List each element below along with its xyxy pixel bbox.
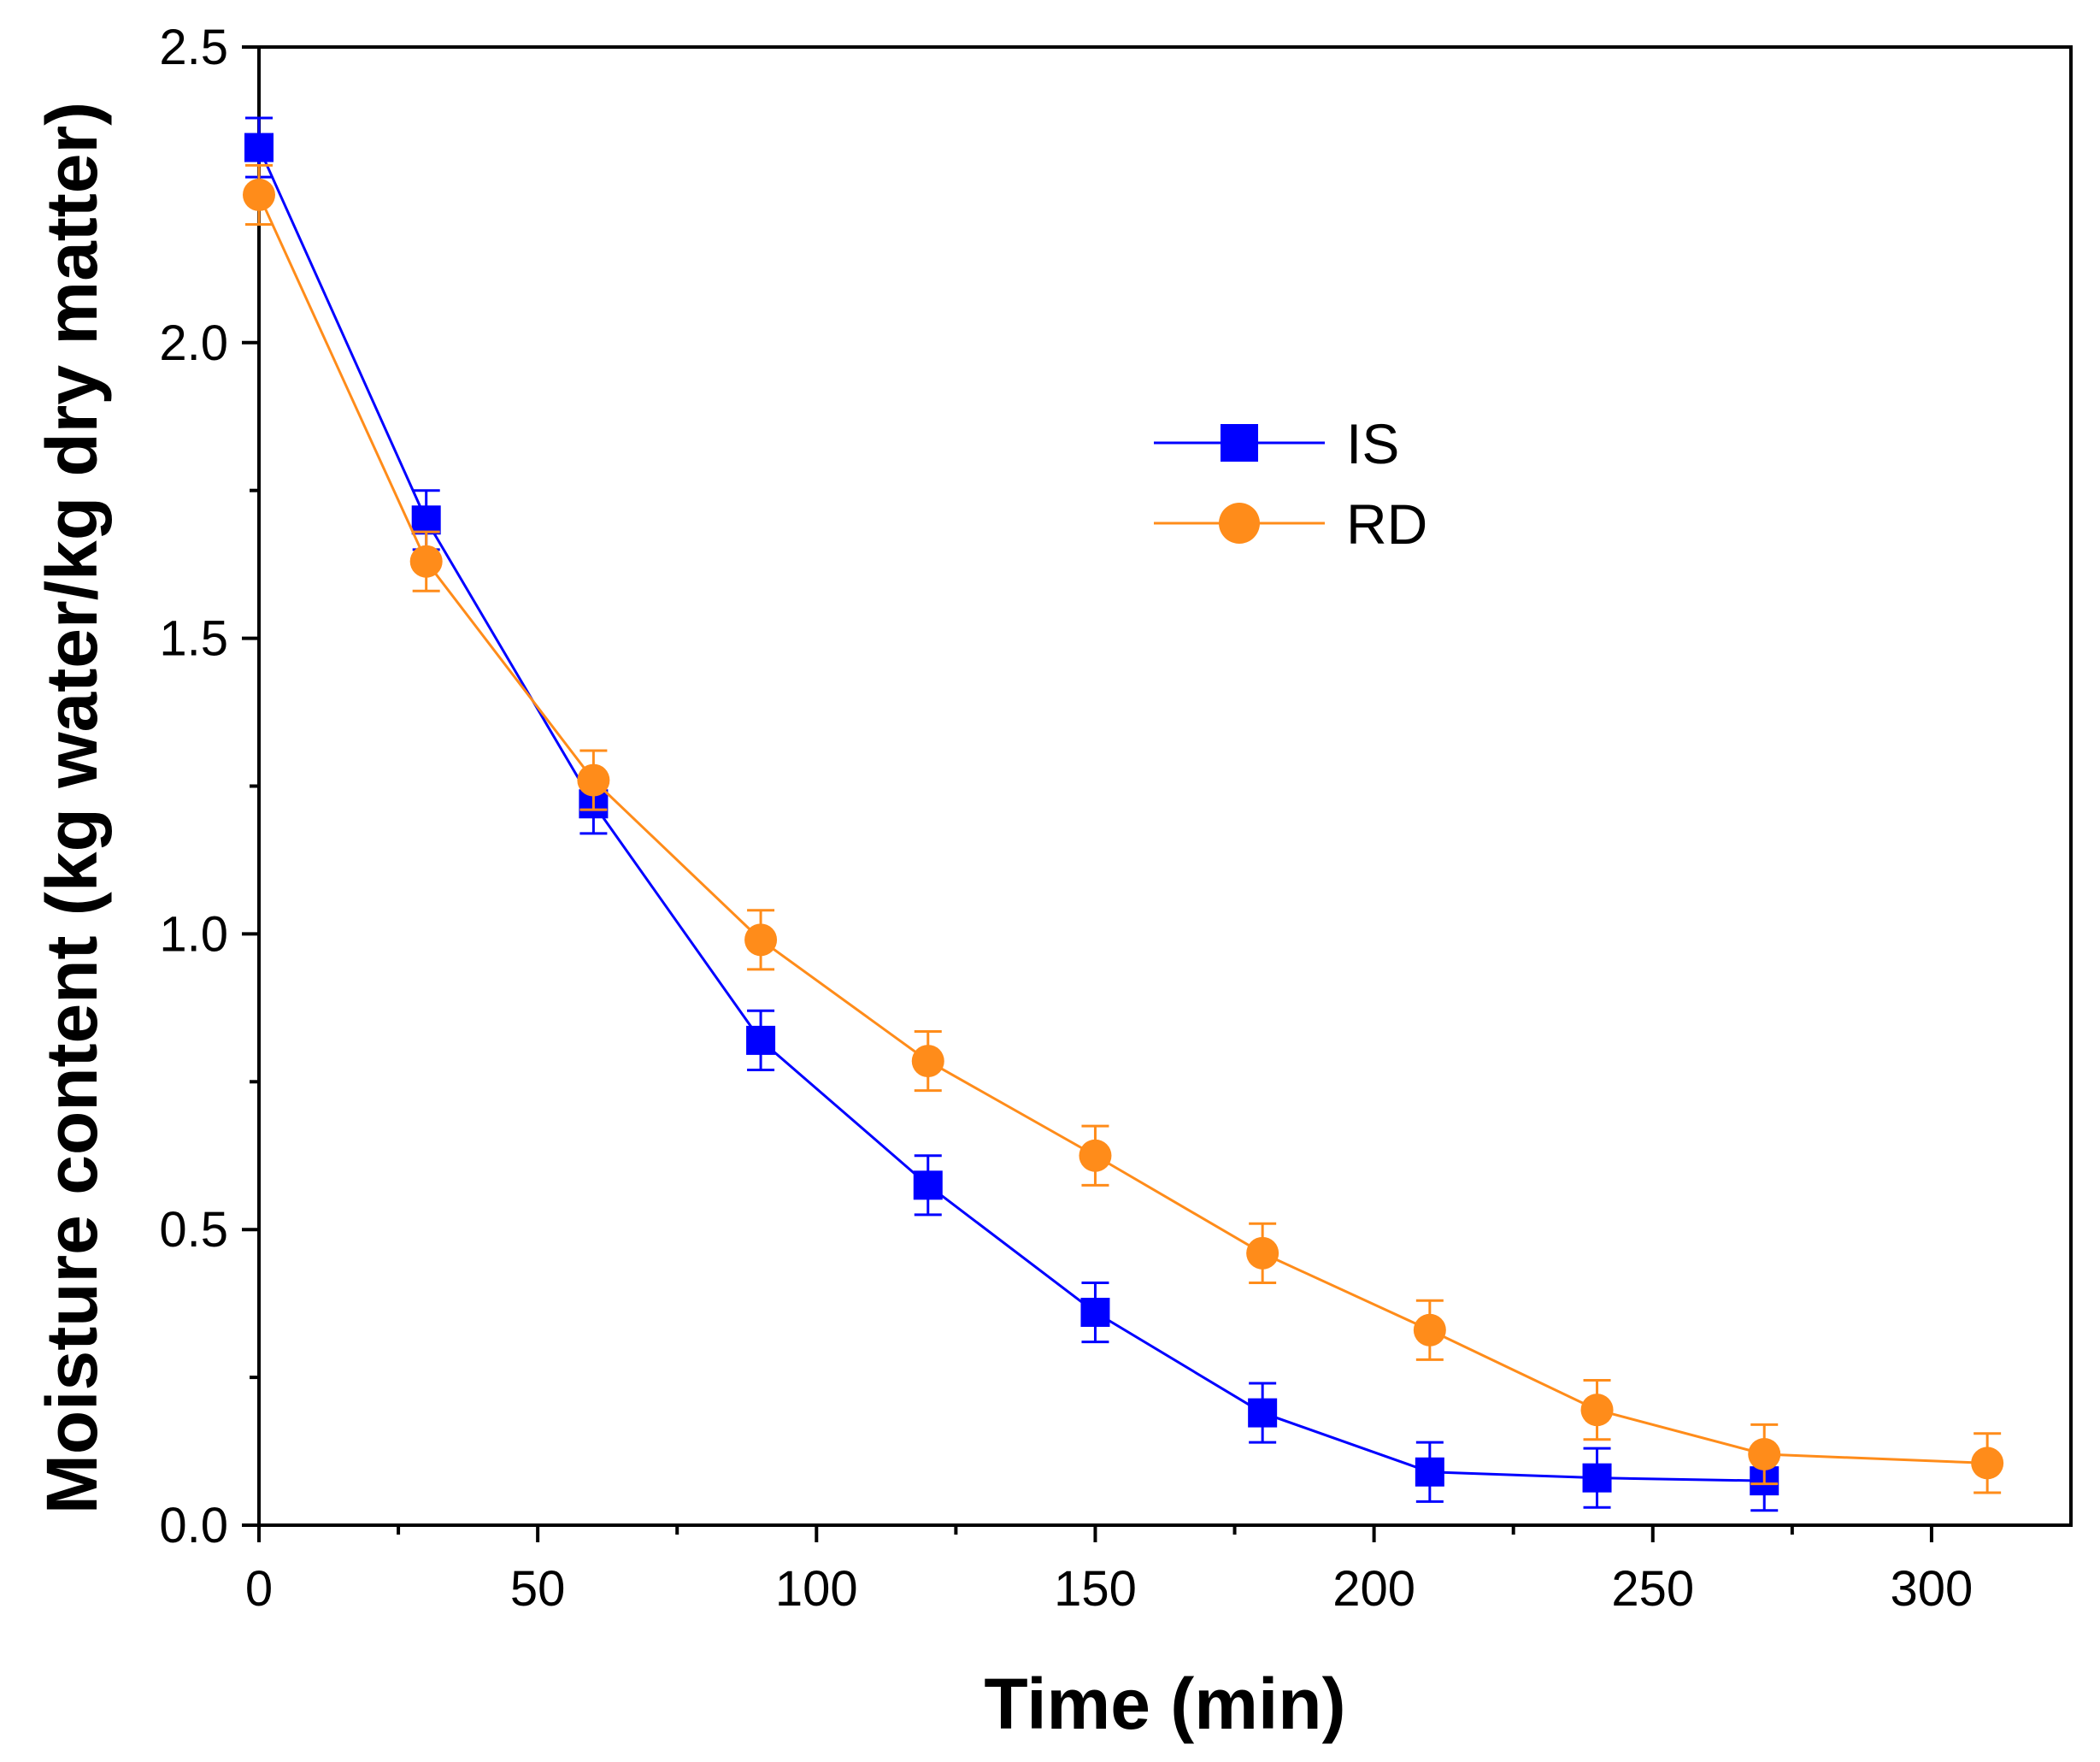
y-tick-label: 2.0 [159,315,228,371]
series-line-is [257,146,1765,1482]
data-point-is [1415,1457,1444,1487]
data-point-is [1248,1398,1278,1428]
y-tick-label: 1.0 [159,906,228,962]
series-rd [243,163,2004,1494]
x-tick-label: 0 [245,1561,273,1617]
x-axis-title: Time (min) [984,1664,1345,1744]
data-point-rd [577,763,610,797]
data-point-rd [1246,1236,1279,1270]
data-point-rd [911,1045,944,1078]
x-tick-label: 300 [1891,1561,1974,1617]
legend-label-rd: RD [1346,492,1427,556]
data-point-is [913,1170,943,1200]
y-tick-label: 0.5 [159,1202,228,1258]
data-point-rd [1748,1438,1781,1471]
legend: IS RD [1154,412,1427,556]
data-point-rd [1971,1447,2004,1480]
legend-item-rd: RD [1154,492,1427,556]
data-point-is [1080,1298,1110,1328]
data-point-is [1582,1463,1612,1493]
legend-item-is: IS [1154,412,1399,475]
data-point-rd [1079,1139,1112,1172]
x-tick-label: 100 [775,1561,858,1617]
legend-marker-rd [1219,503,1260,544]
y-axis-title: Moisture content (kg water/kg dry matter… [32,102,112,1514]
x-tick-label: 50 [510,1561,566,1617]
series-line-rd [257,194,1988,1464]
series-is [244,116,1779,1512]
legend-label-is: IS [1346,412,1399,475]
plot-area-frame [257,45,2073,1527]
data-point-rd [243,178,275,211]
y-tick-label: 0.0 [159,1498,228,1553]
data-point-is [411,505,441,535]
x-tick-label: 150 [1054,1561,1137,1617]
y-tick-label: 2.5 [159,20,228,75]
data-point-rd [1413,1313,1446,1347]
legend-marker-is [1221,424,1258,462]
data-point-is [746,1025,776,1055]
x-tick-label: 200 [1332,1561,1415,1617]
x-tick-label: 250 [1611,1561,1694,1617]
data-point-rd [744,923,778,957]
data-point-is [244,133,274,162]
data-point-rd [1580,1394,1614,1427]
y-tick-label: 1.5 [159,611,228,667]
data-point-rd [409,545,443,578]
